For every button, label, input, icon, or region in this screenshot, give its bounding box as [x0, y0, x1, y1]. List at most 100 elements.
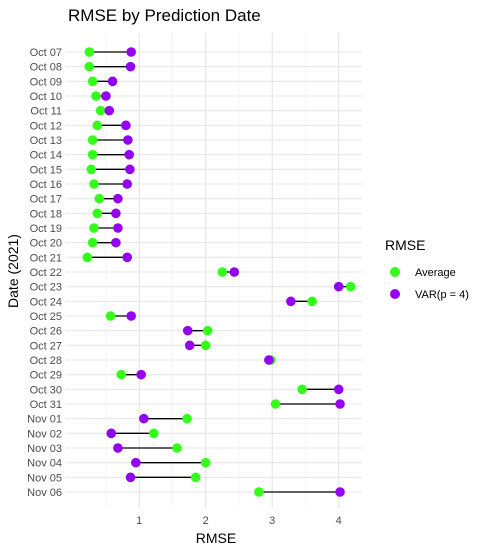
point-average — [84, 47, 95, 57]
point-average — [297, 384, 307, 395]
point-average — [254, 487, 264, 497]
point-average — [91, 91, 101, 101]
point-var-p-4 — [113, 443, 123, 453]
y-tick-label: Oct 20 — [30, 238, 62, 250]
x-tick-label: 3 — [269, 515, 275, 527]
point-var-p-4 — [333, 281, 344, 292]
point-var-p-4 — [113, 223, 123, 233]
legend-items: Average VAR(p = 4) — [390, 267, 469, 301]
point-var-p-4 — [113, 193, 123, 204]
y-tick-label: Oct 27 — [30, 340, 62, 352]
y-tick-label: Oct 12 — [30, 120, 62, 132]
point-average — [172, 443, 182, 453]
point-var-p-4 — [122, 179, 132, 189]
point-var-p-4 — [126, 47, 136, 57]
point-average — [87, 135, 98, 145]
y-tick-label: Oct 28 — [30, 355, 62, 367]
x-tick-label: 2 — [203, 515, 209, 527]
point-average — [87, 149, 98, 160]
point-average — [87, 237, 98, 248]
y-tick-label: Nov 04 — [27, 458, 62, 470]
y-axis-tick-labels: Oct 07 Oct 08 Oct 09 Oct 10 Oct 11 Oct 12 Oct … — [27, 47, 62, 499]
point-var-p-4 — [111, 208, 121, 219]
y-tick-label: Oct 21 — [30, 252, 62, 264]
point-var-p-4 — [333, 384, 344, 395]
y-tick-label: Oct 17 — [30, 194, 62, 206]
y-tick-label: Oct 19 — [30, 223, 62, 235]
point-var-p-4 — [264, 355, 274, 365]
point-average — [94, 193, 105, 204]
y-tick-label: Oct 10 — [30, 91, 62, 103]
y-tick-label: Oct 16 — [30, 179, 62, 191]
point-average — [217, 267, 228, 277]
point-average — [307, 296, 317, 307]
point-average — [116, 369, 127, 380]
y-tick-label: Oct 18 — [30, 208, 62, 220]
y-tick-label: Nov 01 — [27, 414, 62, 426]
point-average — [89, 179, 99, 189]
y-tick-label: Oct 15 — [30, 164, 62, 176]
y-tick-label: Oct 29 — [30, 370, 62, 382]
y-tick-label: Oct 22 — [30, 267, 62, 279]
y-tick-label: Oct 11 — [30, 106, 62, 118]
point-var-p-4 — [111, 237, 121, 248]
chart-title: RMSE by Prediction Date — [68, 6, 261, 25]
point-var-p-4 — [139, 413, 149, 424]
y-tick-label: Oct 31 — [30, 399, 62, 411]
x-axis-title: RMSE — [196, 530, 236, 546]
point-average — [92, 208, 103, 219]
y-tick-label: Nov 06 — [27, 487, 62, 499]
y-tick-label: Oct 24 — [30, 296, 62, 308]
point-var-p-4 — [107, 76, 118, 87]
y-tick-label: Oct 30 — [30, 384, 62, 396]
point-var-p-4 — [286, 296, 296, 307]
y-tick-label: Nov 02 — [27, 428, 62, 440]
point-average — [87, 76, 98, 87]
x-tick-label: 1 — [136, 515, 142, 527]
point-average — [92, 120, 103, 131]
point-var-p-4 — [125, 472, 136, 483]
point-average — [200, 457, 211, 468]
y-tick-label: Oct 08 — [30, 62, 62, 74]
x-tick-label: 4 — [336, 515, 342, 527]
legend-key — [390, 289, 400, 299]
y-tick-label: Nov 05 — [27, 472, 62, 484]
point-var-p-4 — [123, 135, 133, 145]
point-var-p-4 — [106, 428, 117, 439]
y-axis-title: Date (2021) — [5, 234, 21, 308]
point-average — [182, 413, 192, 424]
data-points — [82, 47, 356, 497]
y-tick-label: Oct 14 — [30, 150, 62, 162]
point-var-p-4 — [335, 487, 345, 497]
point-var-p-4 — [182, 325, 193, 336]
point-var-p-4 — [125, 61, 136, 72]
y-tick-label: Oct 07 — [30, 47, 62, 59]
legend-label: Average — [415, 267, 456, 279]
point-average — [190, 472, 201, 483]
legend-label: VAR(p = 4) — [415, 289, 469, 301]
y-tick-label: Nov 03 — [27, 443, 62, 455]
y-tick-label: Oct 25 — [30, 311, 62, 323]
y-tick-label: Oct 23 — [30, 282, 62, 294]
point-average — [149, 428, 159, 439]
point-var-p-4 — [121, 120, 131, 131]
point-var-p-4 — [184, 340, 195, 351]
point-average — [345, 281, 356, 292]
point-var-p-4 — [335, 399, 345, 409]
point-average — [95, 105, 106, 116]
point-average — [200, 340, 211, 351]
x-axis-tick-labels: 1 2 3 4 — [136, 515, 342, 527]
point-var-p-4 — [229, 267, 240, 277]
point-average — [84, 61, 95, 72]
legend-key — [390, 267, 400, 277]
point-var-p-4 — [122, 252, 132, 263]
point-var-p-4 — [125, 164, 135, 175]
point-average — [105, 311, 116, 321]
legend: RMSE Average VAR(p = 4) — [385, 237, 469, 301]
point-average — [82, 252, 93, 263]
legend-title: RMSE — [385, 237, 425, 253]
point-average — [202, 325, 213, 336]
point-var-p-4 — [104, 105, 115, 116]
y-tick-label: Oct 09 — [30, 76, 62, 88]
